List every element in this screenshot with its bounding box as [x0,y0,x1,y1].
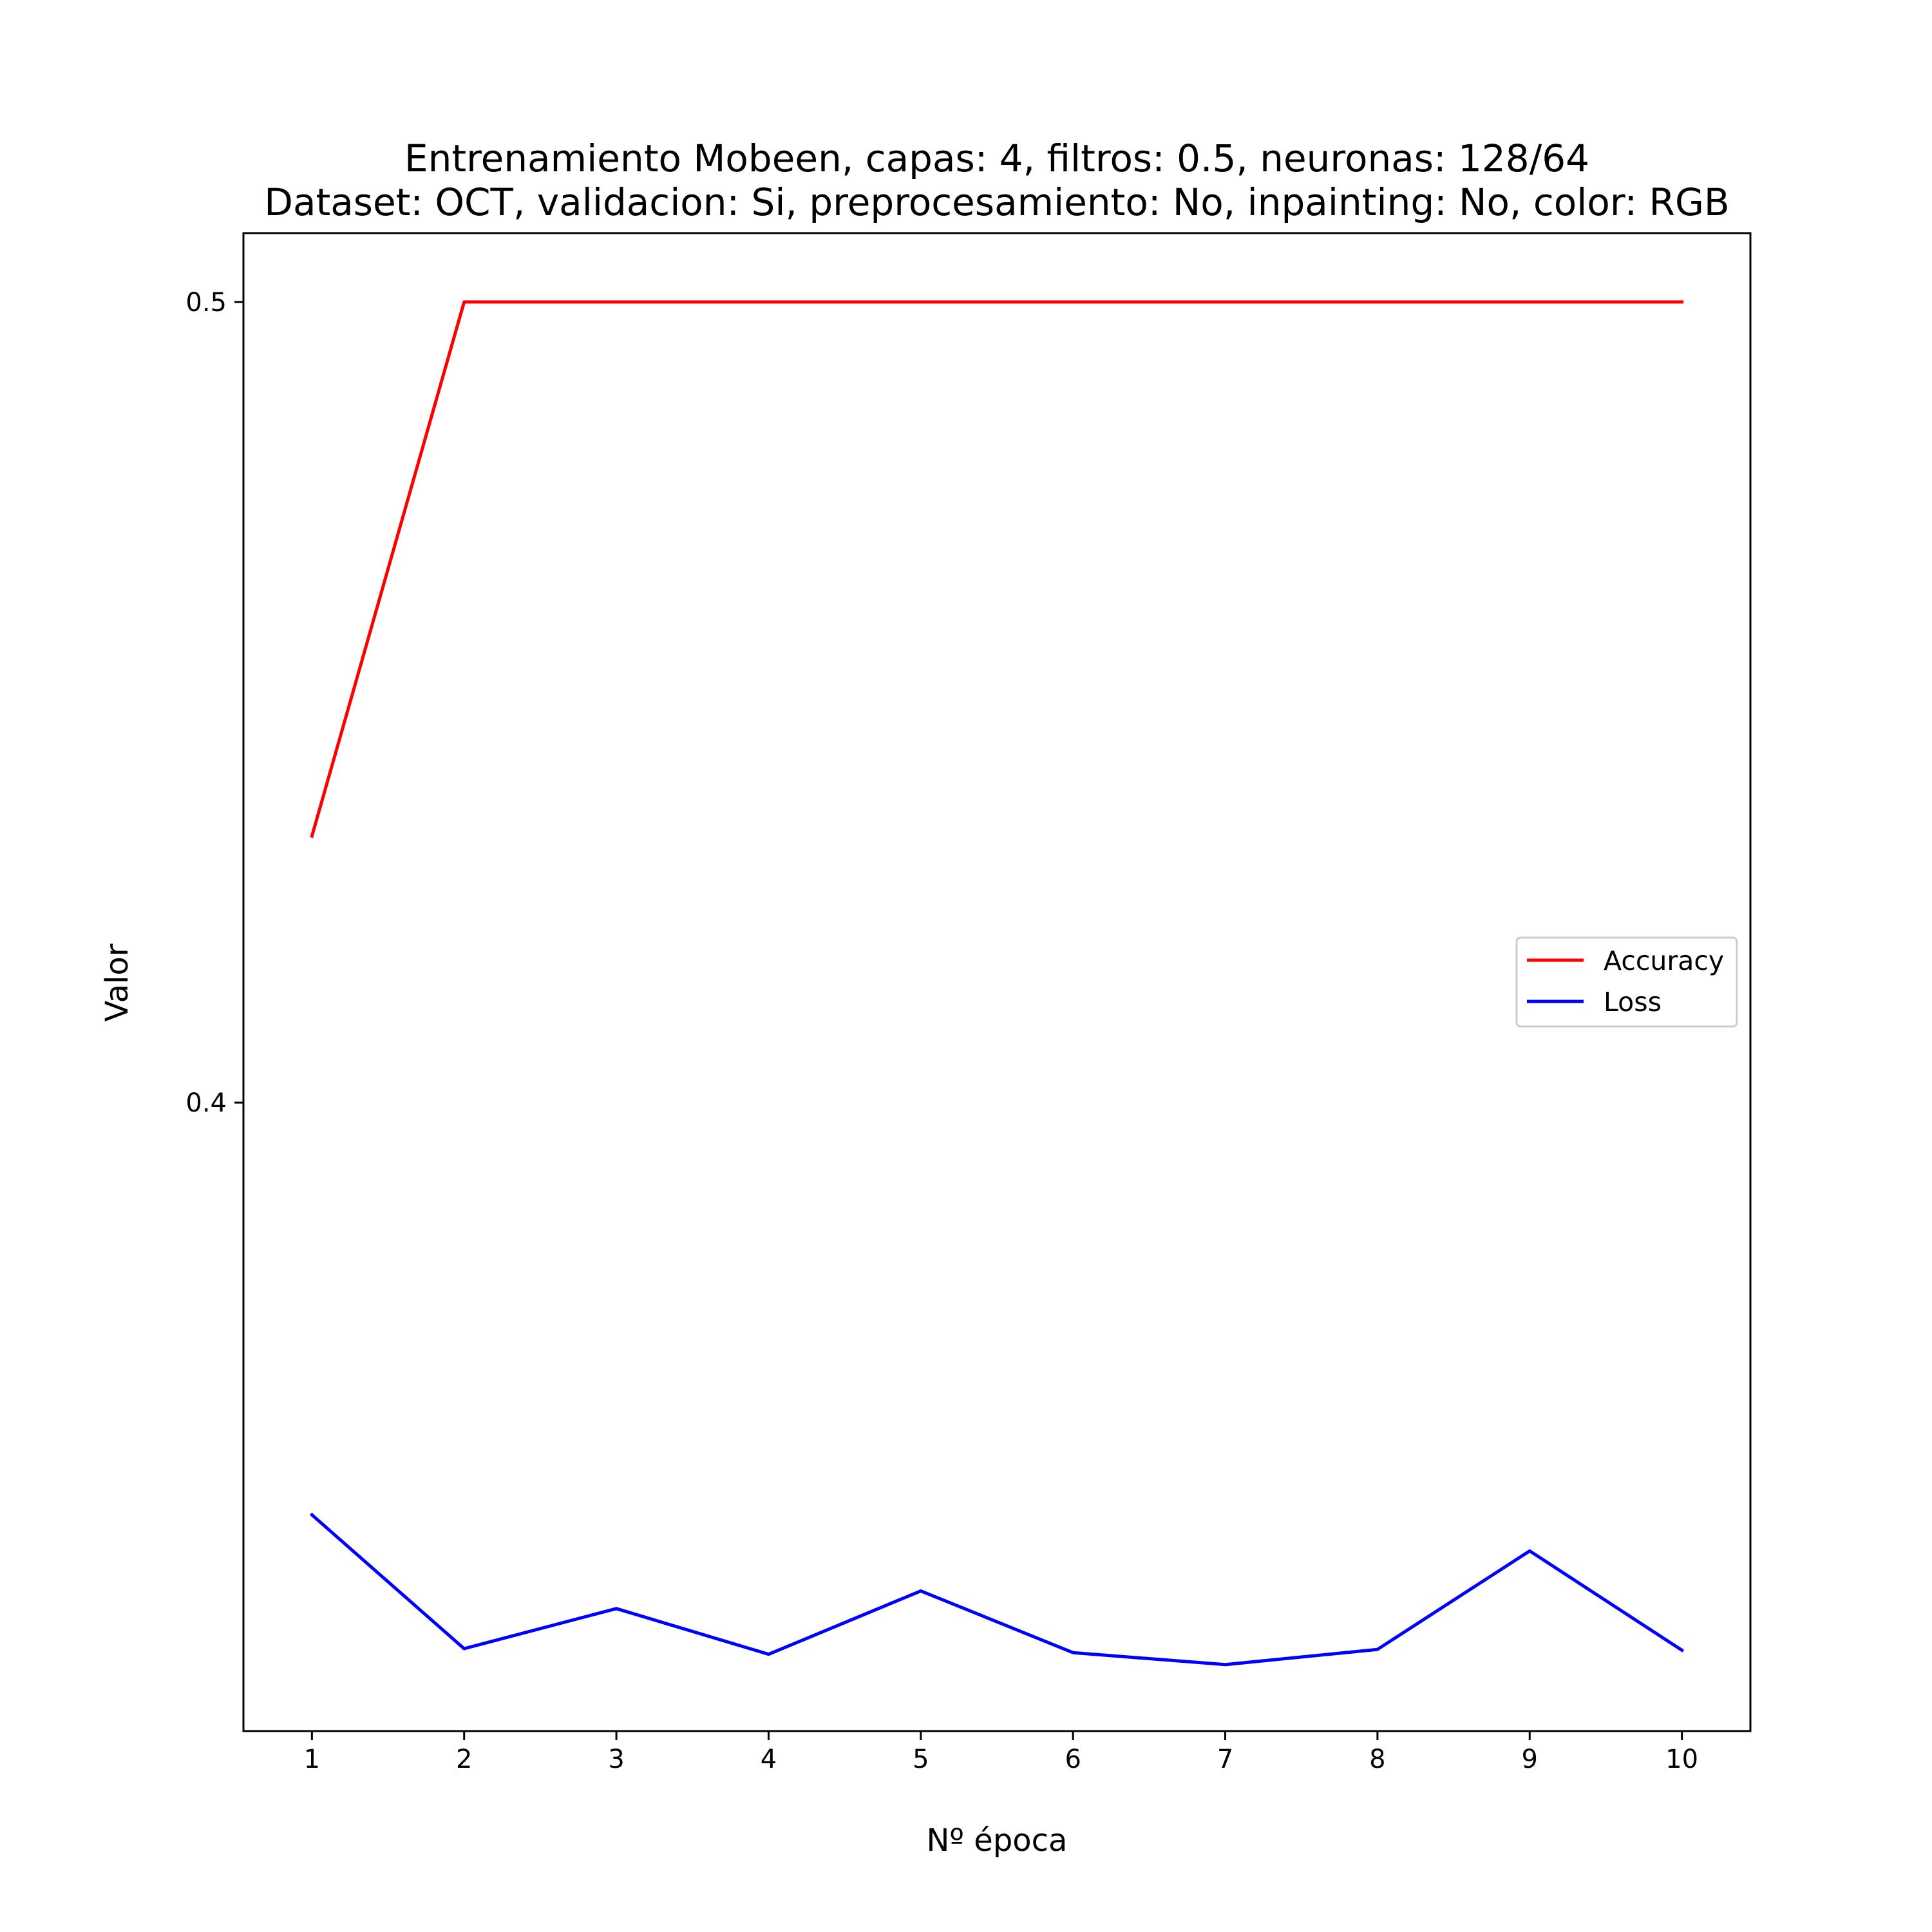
x-tick-label: 7 [1217,1745,1233,1774]
legend: Accuracy Loss [1515,936,1738,1028]
plot-area: 1 2 3 4 5 6 7 8 9 10 0.4 0.5 [185,232,1752,1774]
plot-frame [242,232,1752,1732]
x-tick-label: 3 [608,1745,624,1774]
y-tick-label: 0.5 [185,288,227,317]
y-tick-label: 0.4 [185,1088,227,1118]
x-tick-label: 6 [1065,1745,1081,1774]
legend-label-loss: Loss [1604,987,1662,1018]
x-tick-label: 1 [304,1745,320,1774]
y-axis-label: Valor [99,943,135,1021]
chart-subtitle: Dataset: OCT, validacion: Si, preprocesa… [264,180,1729,224]
x-axis: 1 2 3 4 5 6 7 8 9 10 [304,1731,1698,1774]
x-tick-label: 2 [456,1745,472,1774]
series-lines [309,300,1685,1667]
series-line-loss [309,1512,1685,1667]
legend-label-accuracy: Accuracy [1604,945,1724,976]
x-tick-label: 4 [761,1745,777,1774]
chart-title: Entrenamiento Mobeen, capas: 4, filtros:… [404,137,1589,180]
x-axis-label: Nº época [927,1823,1068,1859]
x-tick-label: 10 [1665,1745,1698,1774]
x-tick-label: 8 [1369,1745,1385,1774]
x-tick-label: 5 [913,1745,929,1774]
y-axis: 0.4 0.5 [185,288,243,1118]
series-line-accuracy [310,300,1684,838]
x-tick-label: 9 [1522,1745,1538,1774]
